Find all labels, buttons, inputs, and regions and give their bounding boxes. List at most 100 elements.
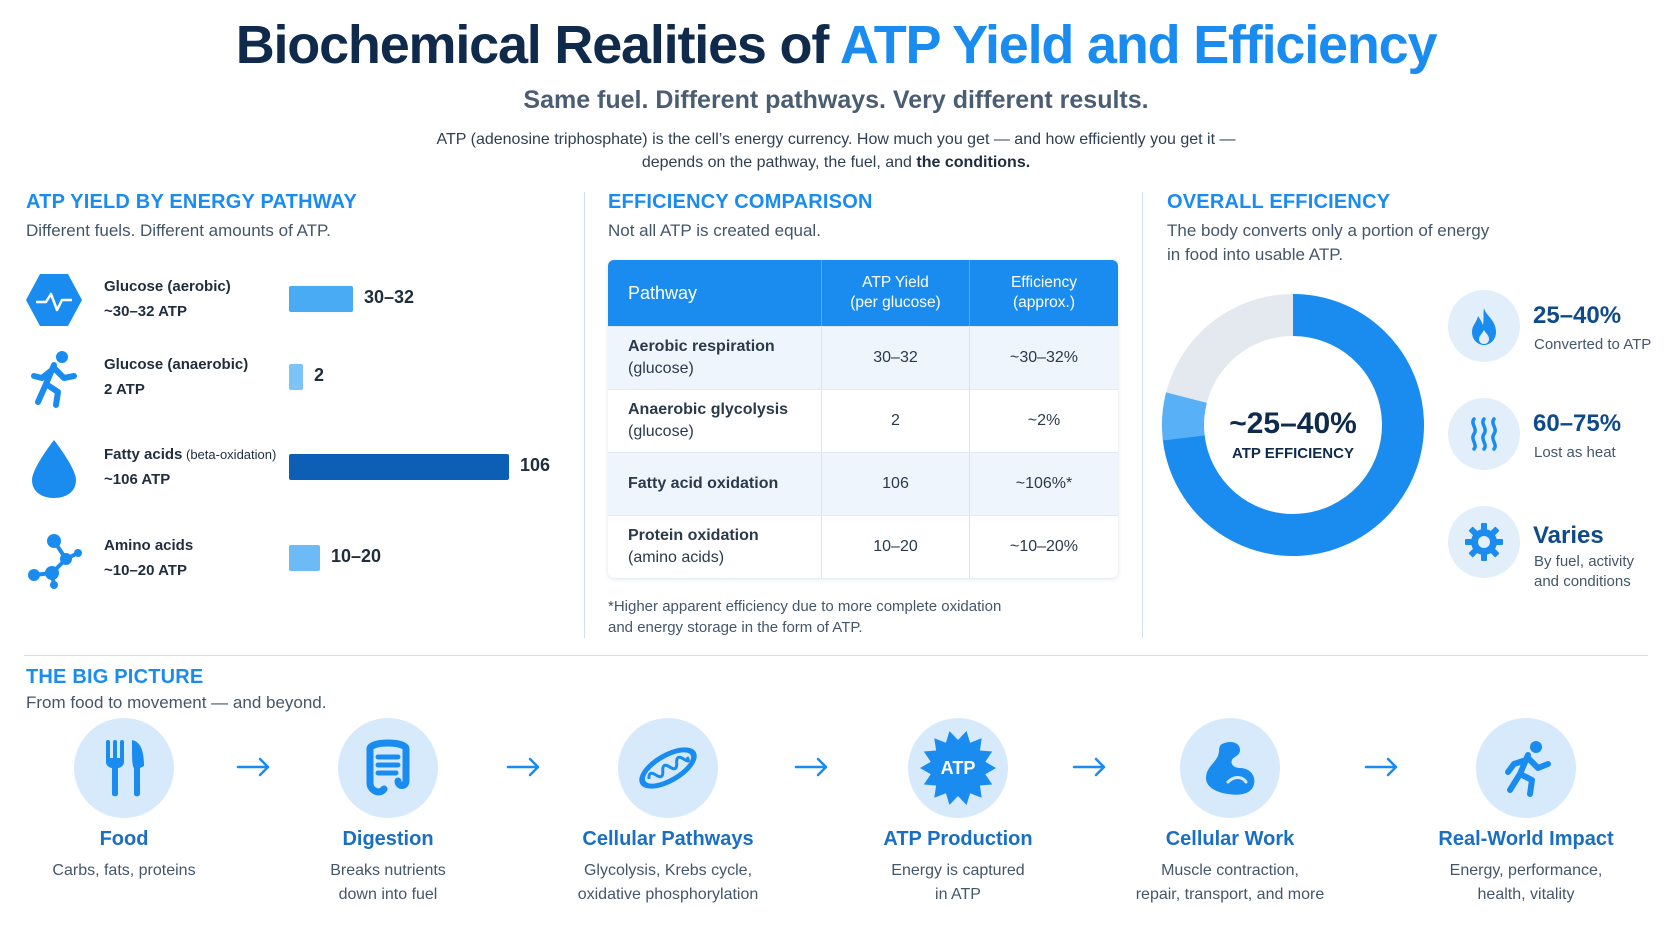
stat-label-varies-line-1: By fuel, activity	[1534, 553, 1635, 570]
arrow-right-icon	[234, 752, 274, 782]
yield-section-title: ATP YIELD BY ENERGY PATHWAY	[26, 191, 358, 213]
heat-waves-icon	[1448, 398, 1520, 470]
stat-label-varies-line-2: and conditions	[1534, 573, 1631, 590]
pathway-name: Amino acids	[104, 537, 193, 554]
stat-label-varies: By fuel, activity and conditions	[1534, 552, 1634, 592]
table-footnote: *Higher apparent efficiency due to more …	[608, 596, 1078, 638]
atp-badge-text: ATP	[941, 758, 976, 778]
cell-efficiency: ~2%	[1027, 412, 1061, 429]
yield-bar	[289, 545, 320, 571]
step-description: Muscle contraction, repair, transport, an…	[1100, 859, 1360, 907]
big-picture-title: THE BIG PICTURE	[26, 666, 204, 688]
arrow-right-icon	[792, 752, 832, 782]
cell-efficiency: ~30–32%	[1009, 349, 1079, 366]
arrow-right-icon	[1362, 752, 1402, 782]
pathway-name: Protein oxidation	[628, 527, 759, 544]
yield-bar	[289, 364, 303, 390]
step-description-line-2: health, vitality	[1477, 886, 1575, 903]
big-picture-subtitle: From food to movement — and beyond.	[26, 693, 327, 712]
pathway-name-text: Fatty acids	[104, 446, 183, 463]
step-description-line-2: oxidative phosphorylation	[577, 886, 759, 903]
header-atp-yield-text: ATP Yield (per glucose)	[850, 274, 941, 311]
pathway-name: Glucose (anaerobic)	[104, 356, 248, 373]
header-atp-yield: ATP Yield (per glucose)	[822, 260, 970, 326]
donut-arc	[1162, 294, 1424, 556]
pathway-name: Aerobic respiration	[628, 338, 775, 355]
donut-arc-light	[1162, 392, 1207, 441]
overall-section-title: OVERALL EFFICIENCY	[1167, 191, 1391, 213]
cell-efficiency: ~10–20%	[1009, 538, 1079, 555]
cell-yield: 106	[822, 453, 970, 515]
pathway-name: Fatty acid oxidation	[628, 475, 779, 492]
step-description: Energy, performance, health, vitality	[1396, 859, 1656, 907]
step-description-line-1: Energy, performance,	[1449, 862, 1603, 879]
pathway-name-text: Glucose (aerobic)	[104, 278, 231, 295]
pathway-note: (glucose)	[628, 360, 694, 377]
pathway-name: Glucose (aerobic)	[104, 278, 231, 295]
yield-bar	[289, 286, 353, 312]
pathway-row-fatty-acids: Fatty acids (beta-oxidation) ~106 ATP 10…	[24, 438, 584, 508]
step-digestion: Digestion Breaks nutrients down into fuel	[258, 718, 518, 918]
table-row: Anaerobic glycolysis (glucose) 2 ~2%	[608, 389, 1118, 452]
divider-left	[584, 192, 585, 638]
intestine-icon	[338, 718, 438, 818]
droplet-icon	[24, 438, 84, 498]
header-efficiency: Efficiency (approx.)	[970, 260, 1118, 326]
arrow-right-icon	[504, 752, 544, 782]
pathway-row-amino-acids: Amino acids ~10–20 ATP 10–20	[24, 529, 584, 599]
step-description: Breaks nutrients down into fuel	[258, 859, 518, 907]
cell-pathway: Anaerobic glycolysis (glucose)	[608, 390, 822, 452]
divider-horizontal	[24, 655, 1648, 656]
intro-line-2b: the conditions.	[916, 154, 1031, 171]
step-description-line-1: Breaks nutrients	[330, 862, 446, 879]
footnote-line-2: and energy storage in the form of ATP.	[608, 619, 863, 636]
step-title: Cellular Pathways	[582, 828, 754, 850]
yield-bar	[289, 454, 509, 480]
step-title: ATP Production	[883, 828, 1033, 850]
step-cellular-work: Cellular Work Muscle contraction, repair,…	[1100, 718, 1360, 918]
pathway-atp: ~10–20 ATP	[104, 562, 187, 579]
efficiency-section-title: EFFICIENCY COMPARISON	[608, 191, 873, 213]
efficiency-section-subtitle: Not all ATP is created equal.	[608, 221, 821, 240]
pathway-name-note: (beta-oxidation)	[182, 447, 277, 462]
footnote-line-1: *Higher apparent efficiency due to more …	[608, 598, 1002, 615]
donut-value: ~25–40%	[1229, 407, 1357, 440]
intro-line-2a: depends on the pathway, the fuel, and	[641, 154, 917, 171]
cell-pathway: Protein oxidation (amino acids)	[608, 516, 822, 578]
pathway-atp: 2 ATP	[104, 381, 145, 398]
gear-icon	[1448, 506, 1520, 578]
title-accent: ATP Yield and Efficiency	[839, 15, 1438, 75]
mitochondria-icon	[618, 718, 718, 818]
intro-line-1: ATP (adenosine triphosphate) is the cell…	[436, 131, 1236, 148]
step-description: Carbs, fats, proteins	[0, 859, 254, 883]
yield-bar-label: 106	[520, 455, 551, 475]
cell-yield: 30–32	[822, 327, 970, 389]
molecule-icon	[24, 529, 84, 589]
page-subtitle: Same fuel. Different pathways. Very diff…	[523, 86, 1149, 114]
pathway-note: (amino acids)	[628, 549, 725, 566]
step-title: Cellular Work	[1165, 828, 1295, 850]
pathway-atp: ~106 ATP	[104, 471, 171, 488]
donut-label: ATP EFFICIENCY	[1232, 445, 1354, 462]
step-real-world-impact: Real-World Impact Energy, performance, he…	[1396, 718, 1656, 918]
step-description-line-1: Energy is captured	[891, 862, 1025, 879]
stat-value-varies: Varies	[1533, 522, 1604, 549]
cell-pathway: Fatty acid oxidation	[608, 453, 822, 515]
cell-yield: 10–20	[822, 516, 970, 578]
pathway-name-text: Amino acids	[104, 537, 194, 554]
step-description-line-1: Glycolysis, Krebs cycle,	[583, 862, 753, 879]
step-description-line-2: repair, transport, and more	[1135, 886, 1325, 903]
table-row: Aerobic respiration (glucose) 30–32 ~30–3…	[608, 326, 1118, 389]
step-title: Digestion	[342, 828, 434, 850]
step-description-line-1: Carbs, fats, proteins	[52, 862, 196, 879]
flame-icon	[1448, 290, 1520, 362]
pathway-name: Anaerobic glycolysis	[628, 401, 789, 418]
yield-bar-label: 2	[314, 365, 325, 385]
glucose-hexagon-icon	[24, 270, 84, 330]
header-efficiency-text: Efficiency (approx.)	[1010, 274, 1078, 311]
step-description-line-2: in ATP	[935, 886, 981, 903]
overall-subtitle-line-2: in food into usable ATP.	[1167, 245, 1344, 264]
step-title: Food	[99, 828, 149, 850]
table-row: Fatty acid oxidation 106 ~106%*	[608, 452, 1118, 515]
arrow-right-icon	[1070, 752, 1110, 782]
